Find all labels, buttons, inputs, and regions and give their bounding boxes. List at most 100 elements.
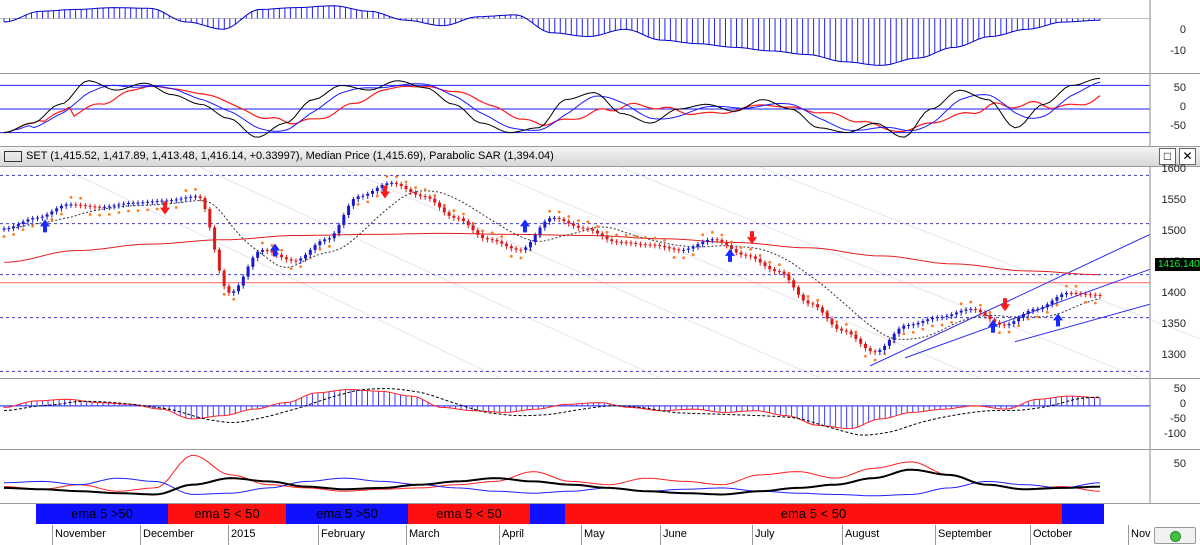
candle-body — [1060, 294, 1064, 298]
close-button[interactable]: ✕ — [1179, 148, 1196, 165]
sar-dot — [328, 244, 331, 248]
sar-dot — [605, 230, 609, 234]
candle-body — [749, 255, 753, 257]
candle-body — [710, 239, 714, 241]
month-label-february: February — [321, 528, 366, 540]
candle-body — [457, 217, 461, 219]
candle-body — [514, 248, 518, 250]
stoch-d-line — [3, 81, 1101, 134]
candle-body — [136, 202, 140, 204]
buy-arrow — [1053, 313, 1063, 327]
candle-body — [773, 269, 777, 272]
sar-dot — [710, 230, 714, 234]
candle-body — [615, 241, 619, 243]
candle-body — [438, 202, 442, 208]
sar-dot — [117, 211, 121, 214]
candle-body — [126, 202, 130, 204]
candle-body — [1045, 304, 1049, 308]
candle-body — [648, 244, 652, 246]
sar-dot — [423, 188, 427, 191]
candle-body — [442, 207, 446, 213]
candle-body — [1064, 292, 1068, 295]
gann-fan-line — [619, 167, 1141, 378]
candle-body — [567, 221, 571, 224]
candle-body — [715, 239, 719, 241]
candle-body — [974, 309, 978, 311]
candle-body — [930, 317, 934, 320]
sar-dot — [634, 235, 638, 239]
candle-body — [844, 330, 848, 332]
sar-dot — [596, 224, 599, 228]
candle-body — [720, 239, 724, 242]
month-label-nov: Nov — [1131, 528, 1151, 540]
sar-dot — [548, 209, 552, 213]
macd-tick-neg50: -50 — [1170, 413, 1186, 425]
candle-body — [256, 251, 260, 258]
macd-tick-neg100: -100 — [1163, 428, 1186, 440]
candle-body — [868, 348, 872, 352]
sar-dot — [691, 253, 695, 257]
candle-body — [744, 254, 748, 256]
sar-dot — [366, 200, 370, 204]
candle-body — [643, 244, 647, 246]
candle-body — [605, 236, 609, 240]
candle-body — [557, 217, 561, 220]
candle-body — [519, 249, 523, 251]
sar-dot — [404, 180, 408, 184]
candle-body — [64, 204, 68, 206]
candle-body — [170, 200, 174, 202]
sar-dot — [442, 203, 446, 207]
candle-body — [304, 254, 308, 259]
candle-body — [366, 193, 370, 196]
month-label-november: November — [55, 528, 106, 540]
sell-arrow — [747, 231, 757, 245]
candle-body — [318, 241, 322, 246]
dmi-minus-line — [3, 454, 1101, 492]
candle-body — [907, 325, 911, 327]
macd-tick-50: 50 — [1173, 383, 1186, 395]
sar-dot — [864, 354, 867, 358]
stoch-tick-neg50: -50 — [1170, 120, 1186, 132]
candle-body — [1021, 314, 1025, 318]
candle-body — [294, 260, 298, 262]
candle-body — [629, 242, 633, 244]
candle-body — [55, 208, 59, 212]
sar-dot — [720, 233, 724, 237]
sar-dot — [844, 323, 848, 326]
sar-dot — [299, 265, 303, 269]
candle-body — [940, 316, 944, 318]
candle-body — [825, 312, 829, 319]
price-tick-1550: 1550 — [1161, 194, 1186, 206]
candle-body — [122, 203, 126, 205]
signal-band-segment — [530, 504, 565, 524]
signal-band-segment — [1062, 504, 1104, 524]
sar-dot — [462, 212, 465, 216]
candle-body — [409, 188, 413, 193]
candle-body — [471, 225, 475, 231]
status-toggle-button[interactable] — [1154, 527, 1196, 544]
maximize-button[interactable]: □ — [1159, 148, 1176, 165]
sar-dot — [490, 231, 494, 235]
candle-body — [950, 314, 954, 316]
sar-dot — [978, 303, 982, 307]
candle-body — [586, 228, 590, 230]
stoch-tick-0: 0 — [1179, 101, 1186, 113]
candle-body — [251, 257, 255, 267]
sar-dot — [232, 297, 236, 301]
buy-arrow — [270, 243, 280, 257]
candle-body — [246, 266, 250, 277]
candle-body — [466, 221, 470, 226]
candle-body — [902, 325, 906, 329]
channel-upper-line — [869, 233, 1151, 367]
candle-body — [667, 247, 671, 249]
candle-body — [1093, 294, 1097, 296]
dmi-plot — [3, 450, 1151, 503]
candle-body — [490, 239, 494, 241]
candle-body — [591, 228, 595, 231]
candle-body — [758, 258, 762, 263]
candle-body — [782, 271, 786, 275]
month-label-october: October — [1033, 528, 1073, 540]
candle-body — [524, 247, 528, 250]
sar-dot — [730, 240, 733, 244]
stoch-signal-line — [3, 85, 1101, 134]
